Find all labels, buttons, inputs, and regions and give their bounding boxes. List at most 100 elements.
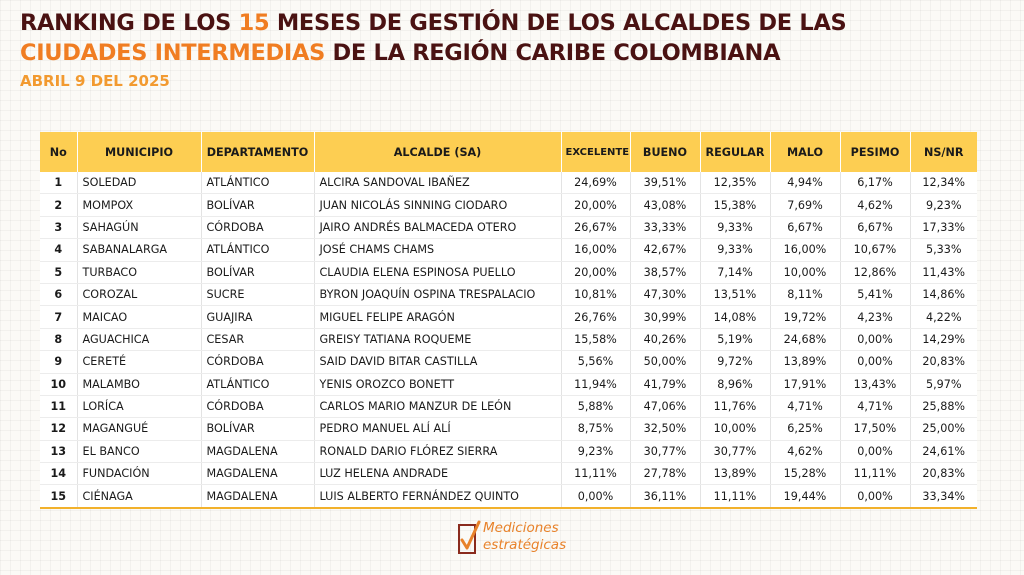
title-highlight-cities: CIUDADES INTERMEDIAS (20, 40, 326, 66)
cell-municipio: FUNDACIÓN (76, 462, 201, 486)
col-header-excelente: EXCELENTE (560, 132, 630, 172)
cell-excelente: 8,75% (560, 417, 630, 441)
table-row: 13 EL BANCO MAGDALENA RONALD DARIO FLÓREZ S… (40, 440, 977, 464)
cell-regular: 5,19% (699, 328, 770, 352)
cell-nsnr: 14,86% (909, 283, 977, 307)
cell-malo: 16,00% (769, 238, 840, 262)
cell-rank: 9 (40, 350, 77, 374)
mediciones-estrategicas-logo: Mediciones estratégicas (457, 519, 587, 563)
cell-malo: 4,71% (769, 395, 840, 419)
cell-malo: 6,67% (769, 216, 840, 240)
table-row: 8 AGUACHICA CESAR GREISY TATIANA ROQUEME 15,… (40, 328, 977, 352)
cell-alcalde: PEDRO MANUEL ALÍ ALÍ (313, 417, 561, 441)
cell-departamento: MAGDALENA (200, 484, 314, 509)
col-header-departamento: DEPARTAMENTO (200, 132, 314, 172)
col-header-bueno: BUENO (629, 132, 700, 172)
col-header-nsnr: NS/NR (909, 132, 977, 172)
cell-malo: 7,69% (769, 193, 840, 217)
col-header-alcalde: ALCALDE (SA) (313, 132, 561, 172)
table-row: 11 LORÍCA CÓRDOBA CARLOS MARIO MANZUR DE LE… (40, 395, 977, 419)
cell-nsnr: 24,61% (909, 440, 977, 464)
cell-nsnr: 4,22% (909, 305, 977, 329)
cell-departamento: BOLÍVAR (200, 261, 314, 284)
cell-nsnr: 5,33% (909, 238, 977, 262)
cell-municipio: SOLEDAD (76, 172, 201, 195)
cell-excelente: 9,23% (560, 440, 630, 464)
cell-rank: 12 (40, 417, 77, 441)
logo-line-2: estratégicas (483, 537, 567, 553)
cell-rank: 7 (40, 305, 77, 329)
cell-excelente: 5,88% (560, 395, 630, 419)
cell-alcalde: ALCIRA SANDOVAL IBAÑEZ (313, 172, 561, 195)
cell-regular: 10,00% (699, 417, 770, 441)
cell-pesimo: 6,17% (839, 172, 910, 195)
col-header-no: No (40, 132, 77, 172)
cell-bueno: 30,77% (629, 440, 700, 464)
cell-municipio: TURBACO (76, 261, 201, 284)
col-header-pesimo: PESIMO (839, 132, 910, 172)
cell-excelente: 5,56% (560, 350, 630, 374)
cell-municipio: SABANALARGA (76, 238, 201, 262)
title-line-2: CIUDADES INTERMEDIAS DE LA REGIÓN CARIBE… (20, 40, 781, 66)
cell-bueno: 32,50% (629, 417, 700, 441)
cell-excelente: 0,00% (560, 484, 630, 509)
cell-regular: 9,33% (699, 216, 770, 240)
cell-nsnr: 33,34% (909, 484, 977, 509)
cell-bueno: 47,06% (629, 395, 700, 419)
cell-departamento: MAGDALENA (200, 440, 314, 464)
cell-nsnr: 5,97% (909, 373, 977, 396)
cell-municipio: AGUACHICA (76, 328, 201, 352)
cell-excelente: 20,00% (560, 261, 630, 284)
cell-pesimo: 4,23% (839, 305, 910, 329)
cell-regular: 11,11% (699, 484, 770, 509)
cell-malo: 13,89% (769, 350, 840, 374)
cell-alcalde: JAIRO ANDRÉS BALMACEDA OTERO (313, 216, 561, 240)
cell-departamento: BOLÍVAR (200, 193, 314, 217)
cell-alcalde: JUAN NICOLÁS SINNING CIODARO (313, 193, 561, 217)
cell-regular: 13,51% (699, 283, 770, 307)
table-row: 12 MAGANGUÉ BOLÍVAR PEDRO MANUEL ALÍ ALÍ 8,7… (40, 417, 977, 441)
cell-malo: 4,62% (769, 440, 840, 464)
cell-pesimo: 11,11% (839, 462, 910, 486)
cell-pesimo: 0,00% (839, 484, 910, 509)
cell-nsnr: 20,83% (909, 462, 977, 486)
table-row: 3 SAHAGÚN CÓRDOBA JAIRO ANDRÉS BALMACEDA OT… (40, 216, 977, 240)
cell-rank: 14 (40, 462, 77, 486)
cell-regular: 7,14% (699, 261, 770, 284)
cell-pesimo: 12,86% (839, 261, 910, 284)
cell-nsnr: 25,88% (909, 395, 977, 419)
table-row: 14 FUNDACIÓN MAGDALENA LUZ HELENA ANDRADE 11… (40, 462, 977, 486)
table-row: 6 COROZAL SUCRE BYRON JOAQUÍN OSPINA TRESPA… (40, 283, 977, 307)
cell-malo: 19,72% (769, 305, 840, 329)
cell-malo: 6,25% (769, 417, 840, 441)
title-highlight-number: 15 (238, 10, 270, 36)
cell-bueno: 36,11% (629, 484, 700, 509)
cell-alcalde: LUZ HELENA ANDRADE (313, 462, 561, 486)
cell-malo: 17,91% (769, 373, 840, 396)
cell-bueno: 50,00% (629, 350, 700, 374)
cell-bueno: 40,26% (629, 328, 700, 352)
cell-departamento: SUCRE (200, 283, 314, 307)
cell-municipio: LORÍCA (76, 395, 201, 419)
cell-pesimo: 6,67% (839, 216, 910, 240)
cell-departamento: BOLÍVAR (200, 417, 314, 441)
cell-bueno: 47,30% (629, 283, 700, 307)
cell-bueno: 43,08% (629, 193, 700, 217)
cell-alcalde: CLAUDIA ELENA ESPINOSA PUELLO (313, 261, 561, 284)
cell-rank: 11 (40, 395, 77, 419)
cell-municipio: CERETÉ (76, 350, 201, 374)
cell-alcalde: MIGUEL FELIPE ARAGÓN (313, 305, 561, 329)
col-header-regular: REGULAR (699, 132, 770, 172)
col-header-malo: MALO (769, 132, 840, 172)
cell-regular: 11,76% (699, 395, 770, 419)
cell-pesimo: 4,62% (839, 193, 910, 217)
cell-nsnr: 9,23% (909, 193, 977, 217)
cell-pesimo: 5,41% (839, 283, 910, 307)
cell-malo: 19,44% (769, 484, 840, 509)
cell-municipio: SAHAGÚN (76, 216, 201, 240)
cell-departamento: MAGDALENA (200, 462, 314, 486)
cell-alcalde: GREISY TATIANA ROQUEME (313, 328, 561, 352)
cell-excelente: 24,69% (560, 172, 630, 195)
cell-nsnr: 25,00% (909, 417, 977, 441)
cell-regular: 9,33% (699, 238, 770, 262)
